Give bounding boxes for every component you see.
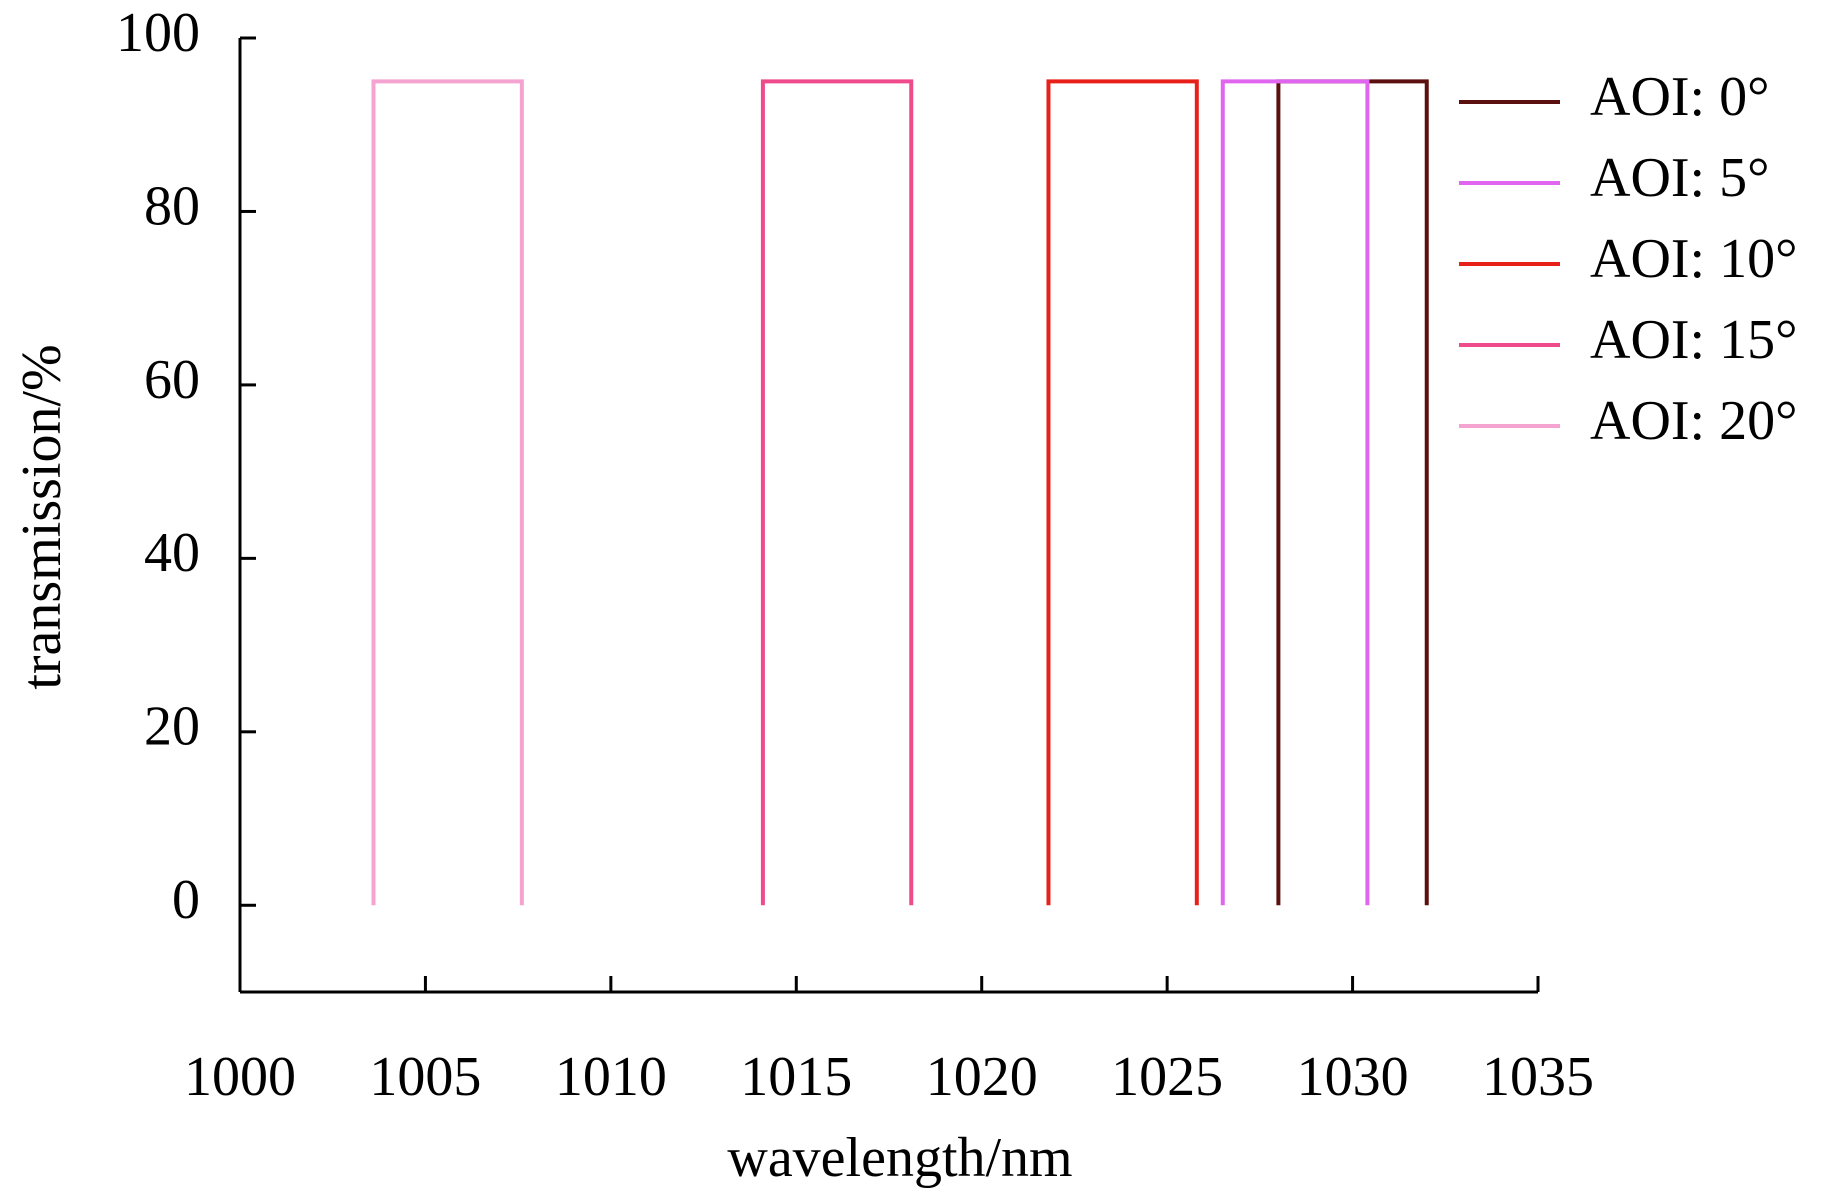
legend-label: AOI: 5° [1590, 147, 1769, 209]
x-tick-label: 1035 [1482, 1046, 1594, 1108]
legend-label: AOI: 0° [1590, 66, 1769, 128]
y-tick-label: 100 [116, 2, 200, 64]
series-line [1220, 79, 1370, 906]
y-tick-label: 20 [144, 696, 200, 758]
y-tick-label: 80 [144, 175, 200, 237]
y-axis-label: transmission/% [11, 344, 73, 689]
x-tick-label: 1020 [926, 1046, 1038, 1108]
x-tick-label: 1025 [1111, 1046, 1223, 1108]
legend-label: AOI: 10° [1590, 228, 1797, 290]
series-line [760, 79, 914, 906]
series-line [1276, 79, 1429, 906]
legend-label: AOI: 15° [1590, 309, 1797, 371]
x-tick-label: 1030 [1297, 1046, 1409, 1108]
x-axis-label: wavelength/nm [727, 1127, 1072, 1189]
x-tick-label: 1010 [555, 1046, 667, 1108]
x-tick-label: 1015 [740, 1046, 852, 1108]
y-tick-label: 0 [172, 869, 200, 931]
series-line [371, 79, 524, 906]
series-line [1046, 79, 1199, 906]
x-tick-label: 1000 [184, 1046, 296, 1108]
x-tick-label: 1005 [369, 1046, 481, 1108]
y-tick-label: 40 [144, 522, 200, 584]
y-tick-label: 60 [144, 349, 200, 411]
legend-label: AOI: 20° [1590, 390, 1797, 452]
